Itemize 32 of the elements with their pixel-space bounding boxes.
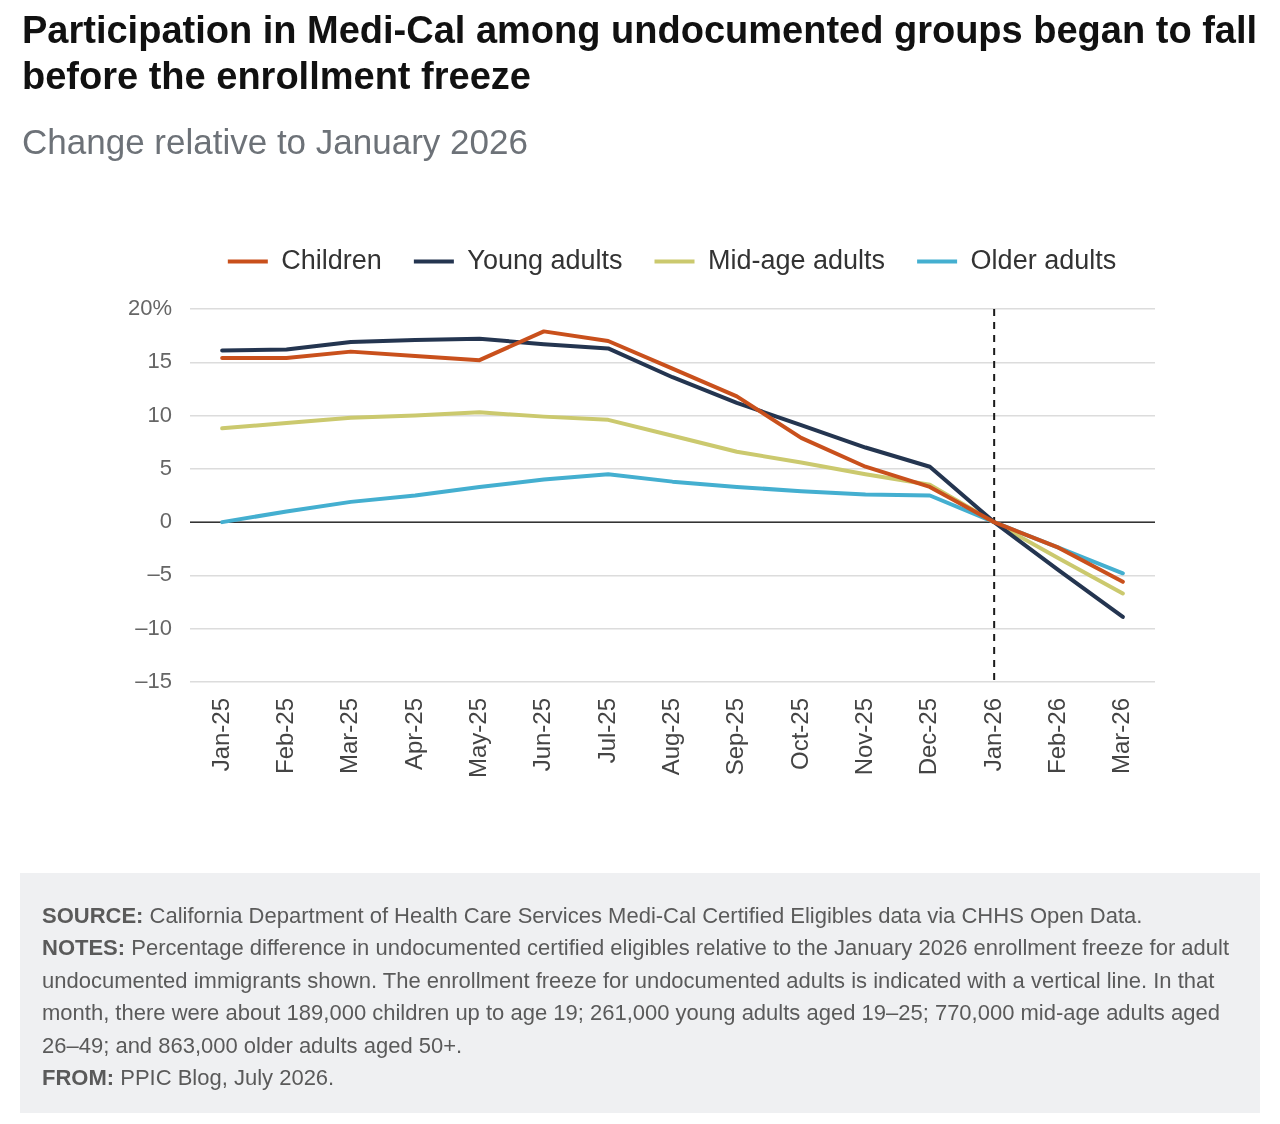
x-tick-label: Oct-25 <box>785 697 813 770</box>
y-tick-label: 5 <box>159 454 172 480</box>
y-tick-label: –5 <box>147 561 172 587</box>
x-tick-label: Feb-26 <box>1043 697 1071 775</box>
x-tick-label: Sep-25 <box>721 697 749 776</box>
x-tick-label: Jan-25 <box>206 697 234 772</box>
source-note: SOURCE: California Department of Health Care Services Medi-Cal Certified Eligibles data via CHHS Open Data. <box>42 903 1143 928</box>
x-tick-label: Mar-25 <box>335 697 363 774</box>
y-tick-label: 20% <box>127 295 172 321</box>
chart-subtitle: Change relative to January 2026 <box>22 121 528 163</box>
x-tick-label: May-25 <box>464 697 492 778</box>
y-tick-label: 10 <box>147 401 172 427</box>
text: NOTES: Percentage difference in undocumented certified eligibles relative to the January 2026 enrollment freeze for adult undocumented immigrants shown. The enrollment freeze for undocumented adults is indicated with a vertical line. In that month, there were about 189,000 children up to age 19; 261,000 young adults aged 19–25; 770,000 mid-age adults aged 26–49; and 863,000 older adults aged 50+. <box>42 935 1230 1058</box>
x-tick-label: Jun-25 <box>528 697 556 772</box>
legend-label: Mid-age adults <box>708 244 886 275</box>
y-tick-label: 15 <box>147 348 172 374</box>
x-tick-label: Apr-25 <box>399 697 427 771</box>
legend-label: Children <box>281 244 382 275</box>
x-tick-label: Feb-25 <box>271 697 299 775</box>
x-tick-label: Jan-26 <box>978 697 1006 772</box>
y-tick-label: –15 <box>135 668 172 694</box>
x-tick-label: Nov-25 <box>850 697 878 776</box>
x-tick-label: Dec-25 <box>914 697 942 776</box>
x-tick-label: Jul-25 <box>592 697 620 764</box>
legend-label: Older adults <box>970 244 1117 275</box>
legend-label: Young adults <box>467 244 623 275</box>
y-tick-label: 0 <box>159 508 172 534</box>
text: FROM: PPIC Blog, July 2026. <box>42 1065 335 1091</box>
x-tick-label: Aug-25 <box>657 697 685 776</box>
chart-title: Participation in Medi-Cal among undocumented groups began to fall before the enrollment freeze <box>22 8 1259 99</box>
y-tick-label: –10 <box>135 614 172 640</box>
x-tick-label: Mar-26 <box>1107 697 1135 774</box>
